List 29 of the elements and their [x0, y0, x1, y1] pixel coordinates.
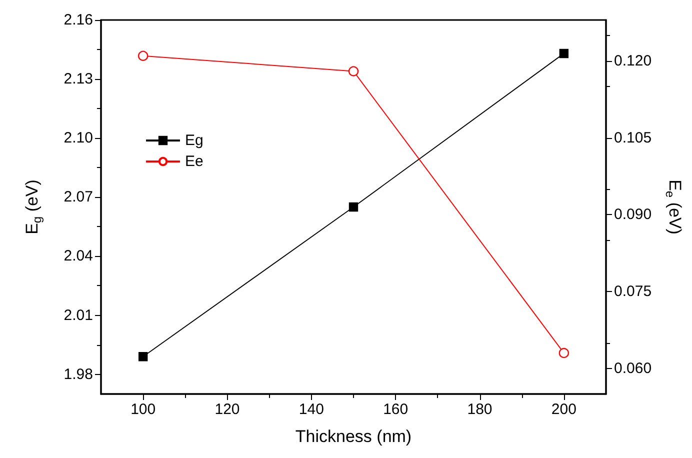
y2-tick-label: 0.120	[614, 52, 652, 70]
y2-tick-label: 0.090	[614, 206, 652, 224]
y-tick-label: 2.01	[64, 306, 93, 324]
y-tick-label: 2.13	[64, 70, 93, 88]
y2-tick-label: 0.060	[614, 360, 652, 377]
x-tick-label: 100	[130, 401, 156, 418]
legend-label: Ee	[185, 153, 204, 170]
y-tick-label: 2.04	[64, 248, 93, 265]
x-tick-label: 140	[298, 401, 324, 418]
x-tick-label: 180	[467, 401, 492, 418]
point	[138, 352, 148, 362]
x-tick-label: 160	[383, 401, 408, 418]
point	[348, 202, 358, 212]
y-axis-title: Eg (eV)	[22, 180, 44, 234]
y-tick-label: 2.16	[64, 12, 93, 28]
y-tick-label: 1.98	[64, 366, 93, 383]
point	[559, 48, 569, 58]
x-tick-label: 200	[551, 401, 576, 418]
x-axis-title: Thickness (nm)	[295, 427, 412, 446]
point	[138, 50, 148, 61]
point	[348, 66, 359, 76]
y2-axis-title: Ee (eV)	[663, 180, 684, 234]
y-tick-label: 2.07	[64, 188, 93, 206]
y-tick-label: 2.10	[64, 130, 93, 147]
point	[558, 348, 570, 358]
legend-label: Eg	[185, 132, 204, 149]
x-tick-label: 120	[214, 401, 240, 418]
y2-tick-label: 0.075	[614, 283, 652, 300]
y2-tick-label: 0.105	[614, 129, 652, 146]
